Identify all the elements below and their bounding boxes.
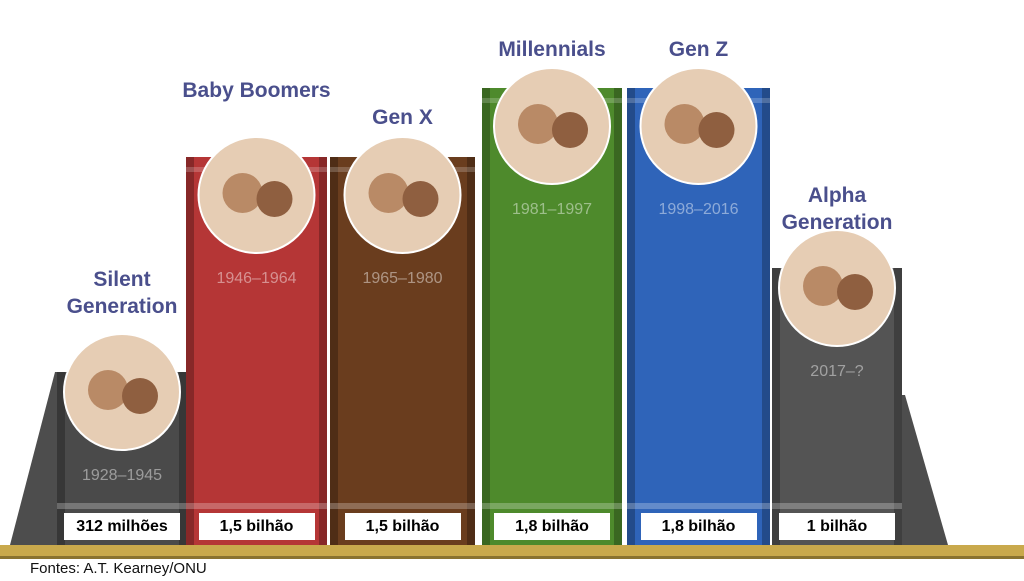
portrait-face <box>698 112 735 148</box>
book-title: Gen X <box>372 106 433 129</box>
book-spine-shade <box>482 88 490 545</box>
book-years: 1946–1964 <box>216 270 297 287</box>
book-band <box>482 503 622 509</box>
portrait-face <box>222 173 263 213</box>
book-years: 1998–2016 <box>658 201 739 218</box>
book-band <box>330 503 475 509</box>
book-population: 1,8 bilhão <box>494 513 610 540</box>
book-spine-shade <box>179 372 187 545</box>
book-spine-shade <box>330 157 338 545</box>
portrait-face <box>664 104 705 144</box>
book-years: 1928–1945 <box>81 467 163 484</box>
portrait-face <box>837 274 873 310</box>
book-years: 1981–1997 <box>511 201 593 218</box>
book-population: 1,5 bilhão <box>344 513 461 540</box>
book-spine-shade <box>467 157 475 545</box>
book-spine-shade <box>614 88 622 545</box>
book-population: 1 bilhão <box>779 513 895 540</box>
portrait-face <box>88 370 128 410</box>
bookend-left <box>10 372 62 545</box>
book-spine-shade <box>762 88 770 545</box>
book-title: Baby Boomers <box>182 79 331 102</box>
book-band <box>186 503 327 509</box>
portrait-face <box>122 378 158 414</box>
portrait-face <box>402 181 439 217</box>
bookend-right <box>895 395 948 545</box>
book-title: Millennials <box>498 38 606 61</box>
book-years: 1965–1980 <box>362 270 443 287</box>
book-title: Gen Z <box>668 38 729 61</box>
book-population: 1,8 bilhão <box>640 513 757 540</box>
portrait-face <box>518 104 558 144</box>
book-population: 312 milhões <box>64 513 180 540</box>
book-years: 2017–? <box>810 363 864 380</box>
portrait-face <box>552 112 588 148</box>
book-spine-shade <box>186 157 194 545</box>
book-spine-shade <box>627 88 635 545</box>
portrait-face <box>256 181 293 217</box>
portrait-face <box>803 266 843 306</box>
book-spine-shade <box>772 268 780 545</box>
book-band <box>57 503 187 509</box>
book-spine-shade <box>57 372 65 545</box>
source: Fontes: A.T. Kearney/ONU <box>30 560 207 577</box>
book-spine-shade <box>319 157 327 545</box>
portrait-face <box>368 173 409 213</box>
book-title: Alpha Generation <box>781 184 893 234</box>
shelf-edge <box>0 556 1024 559</box>
book-spine-shade <box>894 268 902 545</box>
book-population: 1,5 bilhão <box>198 513 315 540</box>
book-band <box>627 503 770 509</box>
book-band <box>772 503 902 509</box>
shelf <box>0 545 1024 556</box>
book-title: Silent Generation <box>66 268 178 318</box>
